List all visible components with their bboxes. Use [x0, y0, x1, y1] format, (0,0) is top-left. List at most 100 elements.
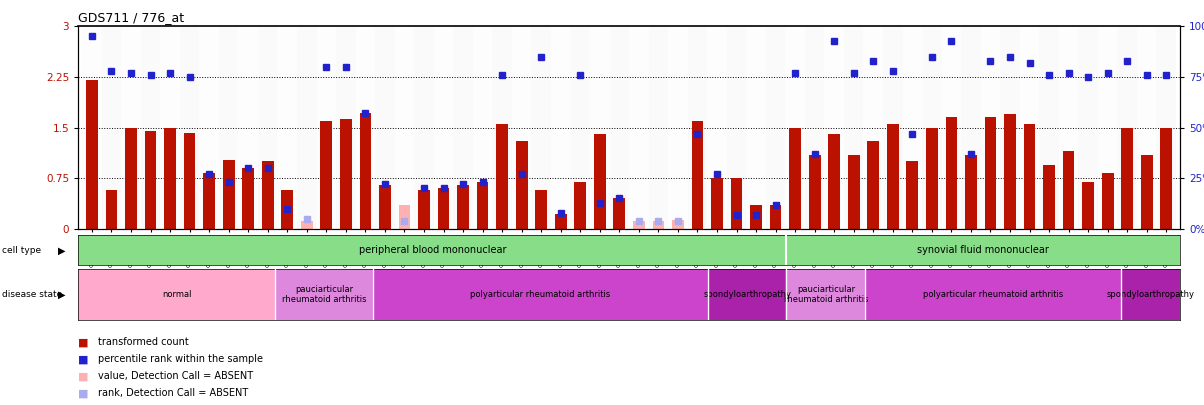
Bar [399, 205, 411, 229]
Bar [125, 128, 137, 229]
Bar [590, 26, 609, 229]
Bar [609, 26, 630, 229]
Bar [496, 124, 508, 229]
Bar [1121, 128, 1133, 229]
Text: spondyloarthropathy: spondyloarthropathy [1106, 290, 1194, 299]
Bar [379, 185, 391, 229]
Bar [903, 26, 922, 229]
Bar [184, 133, 195, 229]
Bar [805, 26, 825, 229]
Bar [555, 214, 567, 229]
Bar [164, 128, 176, 229]
Bar [373, 269, 708, 320]
Bar [981, 26, 1001, 229]
Bar [355, 26, 376, 229]
Bar [1157, 26, 1176, 229]
Bar [883, 26, 903, 229]
Bar [708, 269, 786, 320]
Text: percentile rank within the sample: percentile rank within the sample [98, 354, 262, 364]
Bar [336, 26, 355, 229]
Text: ■: ■ [78, 354, 89, 364]
Bar [551, 26, 571, 229]
Bar [985, 117, 997, 229]
Text: GDS711 / 776_at: GDS711 / 776_at [78, 11, 184, 24]
Text: pauciarticular
rheumatoid arthritis: pauciarticular rheumatoid arthritis [282, 285, 366, 304]
Bar [1117, 26, 1137, 229]
Bar [320, 121, 332, 229]
Bar [828, 134, 840, 229]
Text: polyarticular rheumatoid arthritis: polyarticular rheumatoid arthritis [923, 290, 1063, 299]
Bar [106, 190, 117, 229]
Bar [141, 26, 160, 229]
Bar [1058, 26, 1079, 229]
Bar [473, 26, 492, 229]
Bar [1137, 26, 1157, 229]
Bar [1082, 181, 1094, 229]
Bar [790, 128, 801, 229]
Bar [945, 117, 957, 229]
Bar [262, 161, 273, 229]
Bar [238, 26, 258, 229]
Text: ■: ■ [78, 371, 89, 381]
Bar [866, 269, 1121, 320]
Bar [277, 26, 297, 229]
Bar [731, 178, 743, 229]
Bar [844, 26, 863, 229]
Bar [376, 26, 395, 229]
Bar [1004, 114, 1016, 229]
Bar [1023, 124, 1035, 229]
Text: polyarticular rheumatoid arthritis: polyarticular rheumatoid arthritis [471, 290, 610, 299]
Text: pauciarticular
rheumatoid arthritis: pauciarticular rheumatoid arthritis [784, 285, 868, 304]
Bar [122, 26, 141, 229]
Text: synovial fluid mononuclear: synovial fluid mononuclear [917, 245, 1049, 255]
Bar [628, 26, 649, 229]
Bar [438, 188, 449, 229]
Bar [317, 26, 336, 229]
Bar [863, 26, 883, 229]
Bar [200, 26, 219, 229]
Bar [453, 26, 473, 229]
Bar [786, 269, 866, 320]
Bar [219, 26, 238, 229]
Bar [477, 181, 489, 229]
Bar [649, 26, 668, 229]
Bar [1063, 151, 1074, 229]
Bar [867, 141, 879, 229]
Bar [907, 161, 919, 229]
Bar [809, 155, 820, 229]
Bar [653, 221, 665, 229]
Bar [144, 131, 157, 229]
Bar [574, 181, 586, 229]
Text: ■: ■ [78, 388, 89, 398]
Bar [223, 160, 235, 229]
Text: ■: ■ [78, 337, 89, 347]
Bar [942, 26, 961, 229]
Bar [458, 185, 468, 229]
Bar [614, 198, 625, 229]
Bar [922, 26, 942, 229]
Bar [672, 220, 684, 229]
Bar [961, 26, 981, 229]
Bar [786, 235, 1180, 265]
Bar [78, 235, 786, 265]
Text: normal: normal [161, 290, 191, 299]
Bar [179, 26, 200, 229]
Bar [1043, 165, 1055, 229]
Bar [536, 190, 547, 229]
Text: spondyloarthropathy: spondyloarthropathy [703, 290, 791, 299]
Bar [301, 221, 313, 229]
Bar [531, 26, 551, 229]
Text: disease state: disease state [2, 290, 63, 299]
Bar [707, 26, 727, 229]
Bar [633, 221, 644, 229]
Bar [360, 113, 371, 229]
Bar [78, 269, 275, 320]
Bar [926, 128, 938, 229]
Bar [1039, 26, 1058, 229]
Bar [512, 26, 531, 229]
Bar [1001, 26, 1020, 229]
Text: value, Detection Call = ABSENT: value, Detection Call = ABSENT [98, 371, 253, 381]
Bar [825, 26, 844, 229]
Text: rank, Detection Call = ABSENT: rank, Detection Call = ABSENT [98, 388, 248, 398]
Bar [258, 26, 277, 229]
